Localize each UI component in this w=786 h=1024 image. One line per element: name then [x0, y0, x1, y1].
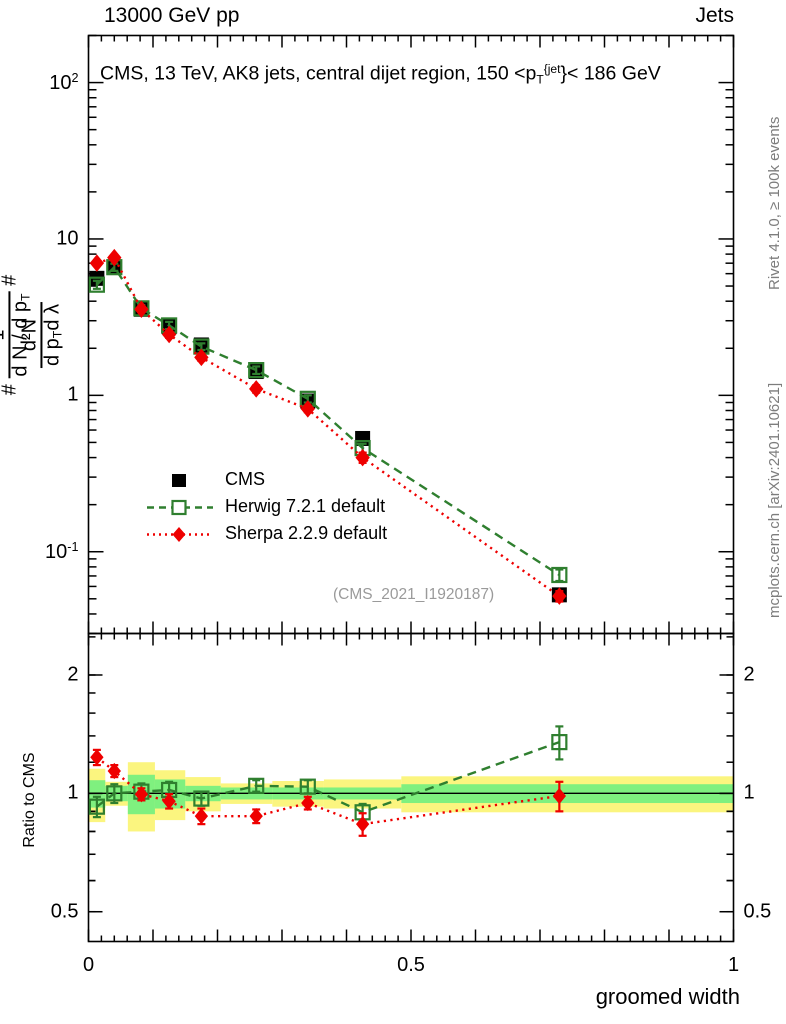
datapoint-8: [551, 566, 568, 584]
ratio-datapoint-0: [90, 749, 104, 766]
ratio-y-tick-label-l-1: 1: [67, 781, 79, 804]
main-y-tick-label-1: 10: [56, 227, 79, 250]
plot-title-suffix: }< 186 GeV: [560, 62, 661, 85]
datapoint-6: [300, 400, 315, 418]
ratio-datapoint-6: [299, 778, 316, 795]
ratio-panel-series: [88, 725, 568, 837]
axis-ticks: [87, 34, 735, 942]
legend-key-herwig: [147, 495, 213, 519]
datapoint-7: [355, 430, 371, 446]
ratio-series-line: [96, 756, 560, 826]
ratio-y-tick-label-r-1: 1: [743, 781, 755, 804]
datapoint-5: [248, 362, 265, 379]
plot-title-sup: {jet: [543, 62, 561, 76]
ratio-y-tick-label-r-2: 0.5: [743, 900, 772, 923]
analysis-id-watermark: (CMS_2021_I1920187): [333, 586, 495, 603]
x-tick-label-0: 0: [82, 953, 95, 976]
ratio-y-tick-label-l-0: 2: [67, 663, 79, 686]
ratio-datapoint-0: [88, 798, 105, 815]
datapoint-0: [88, 276, 105, 293]
x-tick-label-2: 1: [727, 953, 740, 976]
ratio-series-sherpa: [90, 748, 567, 837]
header-beam-label: 13000 GeV pp: [104, 4, 240, 27]
datapoint-8: [552, 587, 567, 605]
ratio-y-tick-label-l-2: 0.5: [50, 900, 79, 923]
ratio-datapoint-5: [249, 808, 263, 825]
datapoint-5: [249, 380, 264, 398]
legend-key-sherpa: [147, 522, 213, 546]
ratio-y-tick-label-r-0: 2: [743, 663, 755, 686]
ratio-datapoint-5: [248, 777, 265, 794]
ratio-datapoint-4: [193, 790, 210, 807]
datapoint-0: [89, 254, 105, 272]
main-y-tick-label-2: 1: [67, 383, 79, 406]
datapoint-1: [107, 248, 122, 267]
legend-label-herwig: Herwig 7.2.1 default: [225, 496, 386, 516]
ratio-datapoint-2: [134, 786, 149, 803]
ratio-datapoint-4: [194, 808, 209, 825]
ratio-datapoint-1: [107, 762, 121, 780]
plot-title: CMS, 13 TeV, AK8 jets, central dijet reg…: [100, 62, 661, 86]
datapoint-3: [161, 325, 177, 344]
main-y-tick-label-3: 10-1: [45, 539, 79, 563]
ratio-datapoint-3: [162, 793, 176, 810]
ratio-datapoint-7: [355, 816, 370, 833]
legend-label-sherpa: Sherpa 2.2.9 default: [225, 523, 388, 543]
ratio-datapoint-8: [551, 734, 568, 751]
legend-key-cms: [147, 468, 213, 492]
plot-title-prefix: CMS, 13 TeV, AK8 jets, central dijet reg…: [100, 62, 537, 85]
datapoint-4: [194, 348, 209, 367]
legend-label-cms: CMS: [225, 469, 265, 489]
x-axis-title: groomed width: [595, 984, 740, 1009]
datapoint-7: [355, 448, 370, 467]
main-panel-series: [88, 248, 568, 605]
series-sherpa: [89, 248, 567, 605]
datapoint-2: [134, 300, 149, 319]
main-y-tick-label-0: 102: [49, 70, 79, 94]
ratio-datapoint-6: [301, 794, 315, 812]
ratio-datapoint-8: [552, 787, 567, 805]
plot-title-sub: T: [536, 72, 544, 87]
header-category-label: Jets: [695, 4, 734, 27]
ratio-datapoint-1: [106, 785, 123, 802]
x-tick-label-1: 0.5: [397, 953, 425, 976]
